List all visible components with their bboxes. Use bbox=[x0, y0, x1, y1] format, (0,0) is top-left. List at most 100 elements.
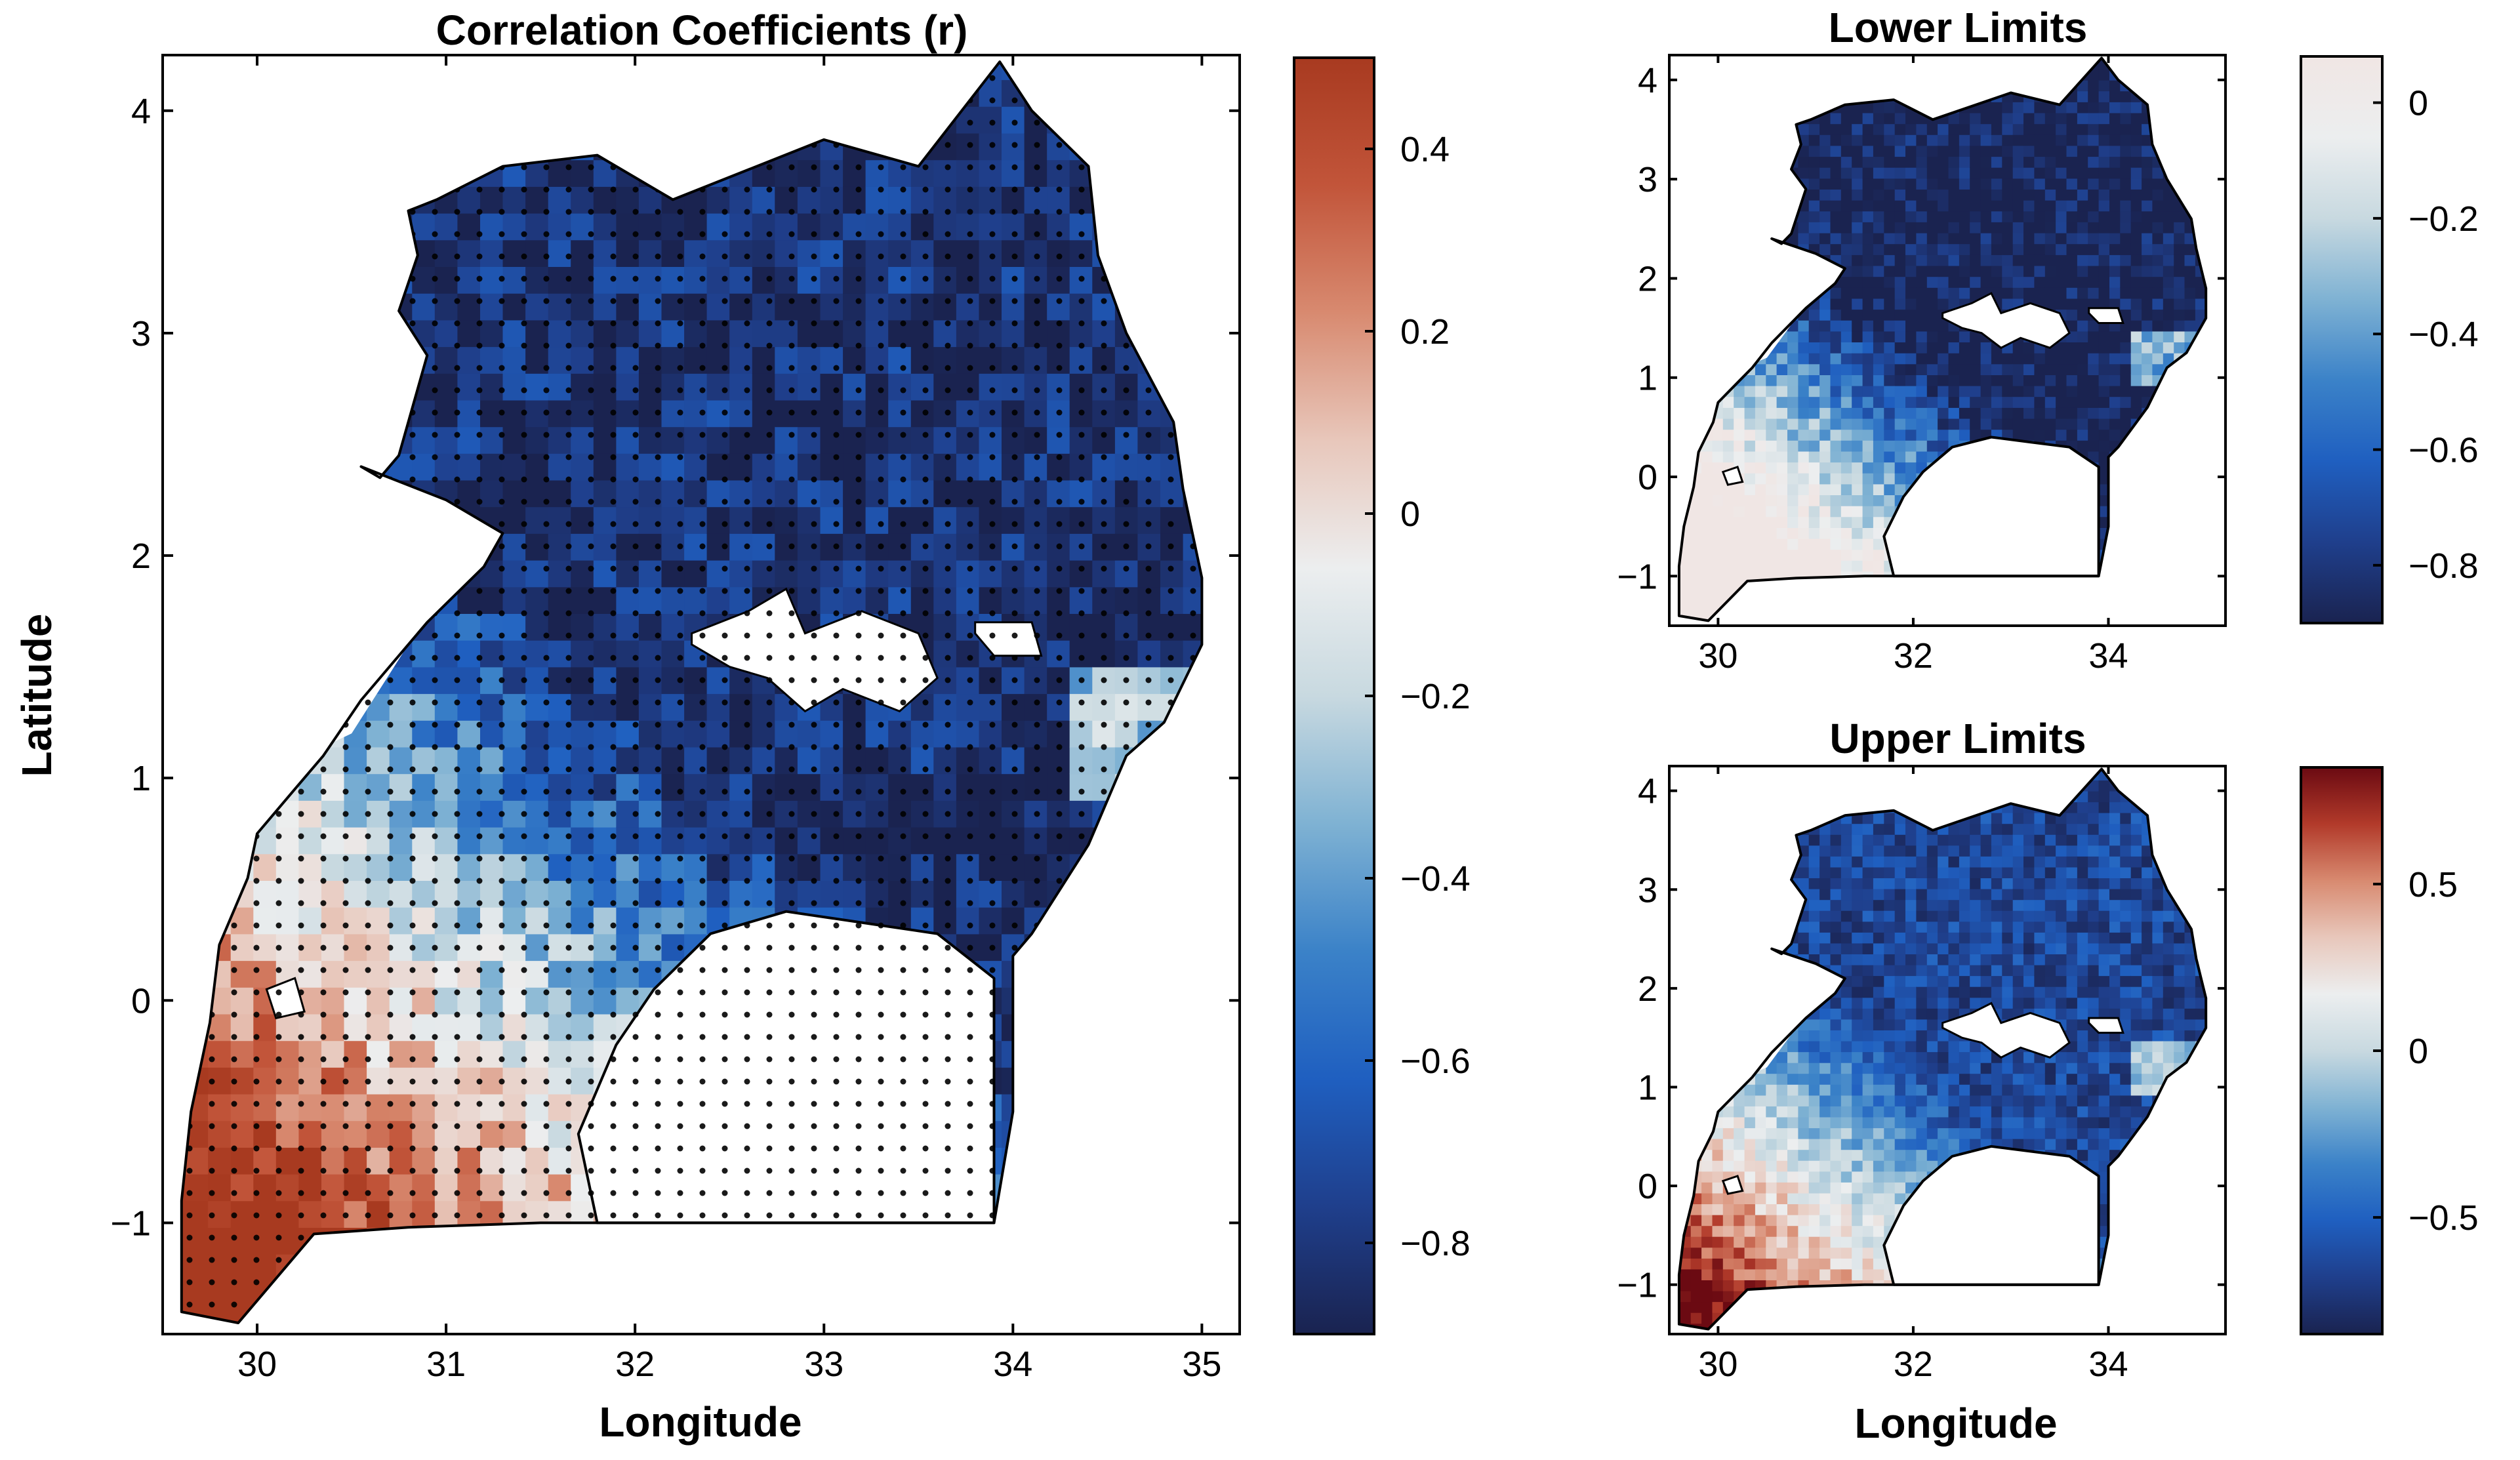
field-cell bbox=[525, 1280, 549, 1308]
field-cell bbox=[2130, 571, 2142, 583]
field-cell bbox=[2130, 189, 2142, 201]
main-country-border bbox=[180, 60, 1204, 1324]
field-cell bbox=[181, 62, 186, 81]
field-cell bbox=[1701, 495, 1713, 506]
field-cell bbox=[729, 132, 753, 161]
field-cell bbox=[2163, 79, 2174, 92]
field-cell bbox=[1160, 960, 1184, 988]
field-cell bbox=[2109, 58, 2121, 70]
field-cell bbox=[1873, 407, 1885, 419]
field-cell bbox=[1787, 331, 1799, 342]
field-cell bbox=[1905, 298, 1917, 310]
field-cell bbox=[2034, 363, 2046, 375]
field-cell bbox=[1852, 505, 1863, 517]
field-cell bbox=[253, 399, 277, 428]
field-cell bbox=[1884, 232, 1896, 245]
field-cell bbox=[367, 186, 390, 214]
field-cell bbox=[1808, 232, 1820, 245]
field-cell bbox=[2044, 167, 2056, 179]
field-cell bbox=[298, 106, 322, 134]
field-cell bbox=[2066, 429, 2078, 441]
field-cell bbox=[1766, 91, 1778, 102]
field-cell bbox=[1680, 429, 1692, 441]
field-cell bbox=[1160, 1040, 1184, 1068]
field-cell bbox=[1744, 287, 1756, 299]
field-cell bbox=[1991, 232, 2003, 245]
field-cell bbox=[344, 1253, 367, 1282]
field-cell bbox=[888, 1307, 912, 1324]
field-cell bbox=[1926, 91, 1938, 102]
field-cell bbox=[1766, 593, 1778, 605]
field-cell bbox=[1755, 222, 1767, 233]
field-cell bbox=[706, 1227, 730, 1255]
field-cell bbox=[684, 1227, 708, 1255]
field-cell bbox=[1798, 91, 1810, 102]
field-cell bbox=[185, 933, 209, 962]
field-cell bbox=[1744, 320, 1756, 332]
field-cell bbox=[1776, 516, 1788, 528]
field-cell bbox=[1959, 593, 1971, 605]
field-cell bbox=[2044, 385, 2056, 397]
field-cell bbox=[2142, 363, 2153, 375]
field-cell bbox=[2184, 495, 2196, 506]
y-tick-label: 0 bbox=[131, 981, 151, 1021]
field-cell bbox=[1991, 593, 2003, 605]
field-cell bbox=[2012, 254, 2024, 266]
field-cell bbox=[1678, 58, 1681, 59]
field-cell bbox=[1755, 243, 1767, 255]
colorbar-tick-label: −0.2 bbox=[1400, 677, 1471, 716]
field-cell bbox=[1701, 483, 1713, 495]
field-cell bbox=[1798, 385, 1810, 397]
field-cell bbox=[2012, 287, 2024, 299]
field-cell bbox=[1137, 26, 1160, 54]
field-cell bbox=[1819, 134, 1831, 146]
field-cell bbox=[729, 1253, 753, 1282]
field-cell bbox=[344, 613, 367, 641]
field-cell bbox=[1926, 352, 1938, 365]
field-cell bbox=[1916, 69, 1928, 81]
field-cell bbox=[843, 1227, 866, 1255]
field-cell bbox=[367, 639, 390, 668]
field-cell bbox=[2044, 254, 2056, 266]
field-cell bbox=[1938, 199, 1949, 212]
field-cell bbox=[2109, 189, 2121, 201]
field-cell bbox=[367, 533, 390, 561]
field-cell bbox=[1680, 199, 1692, 212]
field-cell bbox=[1819, 407, 1831, 419]
field-cell bbox=[367, 79, 390, 107]
field-cell bbox=[2056, 363, 2067, 375]
field-cell bbox=[1734, 560, 1745, 572]
field-cell bbox=[2066, 276, 2078, 288]
field-cell bbox=[1766, 527, 1778, 539]
field-cell bbox=[1862, 495, 1874, 506]
field-cell bbox=[1678, 156, 1681, 168]
field-cell bbox=[1712, 134, 1724, 146]
field-cell bbox=[230, 800, 254, 828]
field-cell bbox=[1991, 363, 2003, 375]
field-cell bbox=[2109, 549, 2121, 561]
field-cell bbox=[1206, 1227, 1229, 1255]
field-cell bbox=[548, 1253, 572, 1282]
field-cell bbox=[2088, 58, 2100, 59]
field-cell bbox=[1160, 1280, 1184, 1308]
field-cell bbox=[1959, 363, 1971, 375]
field-cell bbox=[2184, 69, 2196, 81]
field-cell bbox=[1873, 560, 1885, 572]
field-cell bbox=[2120, 462, 2132, 474]
field-cell bbox=[1798, 505, 1810, 517]
field-cell bbox=[253, 533, 277, 561]
field-cell bbox=[298, 693, 322, 721]
field-cell bbox=[1678, 189, 1681, 201]
field-cell bbox=[1926, 375, 1938, 386]
field-cell bbox=[2120, 538, 2132, 550]
field-cell bbox=[616, 132, 640, 161]
field-cell bbox=[1160, 79, 1184, 107]
field-cell bbox=[1776, 91, 1788, 102]
field-cell bbox=[1894, 320, 1906, 332]
field-cell bbox=[1137, 933, 1161, 962]
field-cell bbox=[2130, 276, 2142, 288]
field-cell bbox=[1959, 112, 1971, 125]
field-cell bbox=[1722, 331, 1734, 342]
field-cell bbox=[1047, 1013, 1070, 1042]
field-cell bbox=[2077, 156, 2089, 168]
